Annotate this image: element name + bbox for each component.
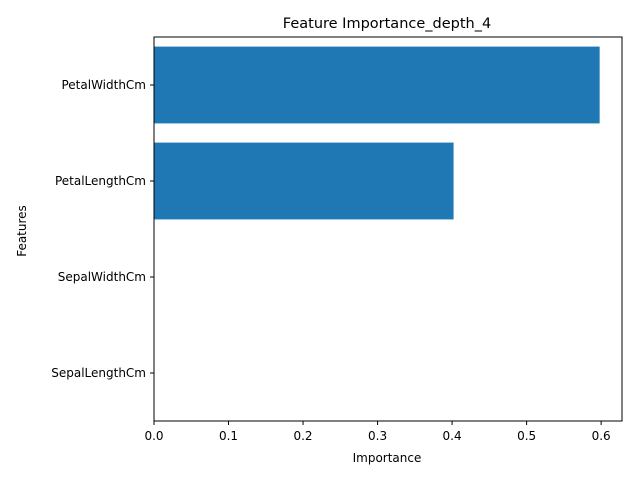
axes-layer: SepalLengthCm SepalWidthCm PetalLengthCm Pe… xyxy=(51,36,623,443)
x-axis-title: Importance xyxy=(353,451,422,465)
x-tick-label-0-5: 0.5 xyxy=(517,429,536,443)
bars-layer xyxy=(154,46,600,220)
bar-petallengthcm xyxy=(154,142,454,220)
y-tick-label-sepallengthcm: SepalLengthCm xyxy=(51,366,146,380)
x-tick-label-0-3: 0.3 xyxy=(368,429,387,443)
y-tick-label-petalwidthcm: PetalWidthCm xyxy=(61,78,146,92)
x-tick-label-0-2: 0.2 xyxy=(293,429,312,443)
y-axis-title: Features xyxy=(15,205,29,257)
chart-title: Feature Importance_depth_4 xyxy=(283,16,491,32)
plot-frame xyxy=(153,36,623,422)
y-tick-label-petallengthcm: PetalLengthCm xyxy=(55,174,146,188)
x-tick-label-0-0: 0.0 xyxy=(144,429,163,443)
y-tick-label-sepalwidthcm: SepalWidthCm xyxy=(58,270,146,284)
bar-petalwidthcm xyxy=(154,46,600,124)
x-tick-label-0-4: 0.4 xyxy=(443,429,462,443)
x-tick-label-0-6: 0.6 xyxy=(592,429,611,443)
x-tick-label-0-1: 0.1 xyxy=(219,429,238,443)
